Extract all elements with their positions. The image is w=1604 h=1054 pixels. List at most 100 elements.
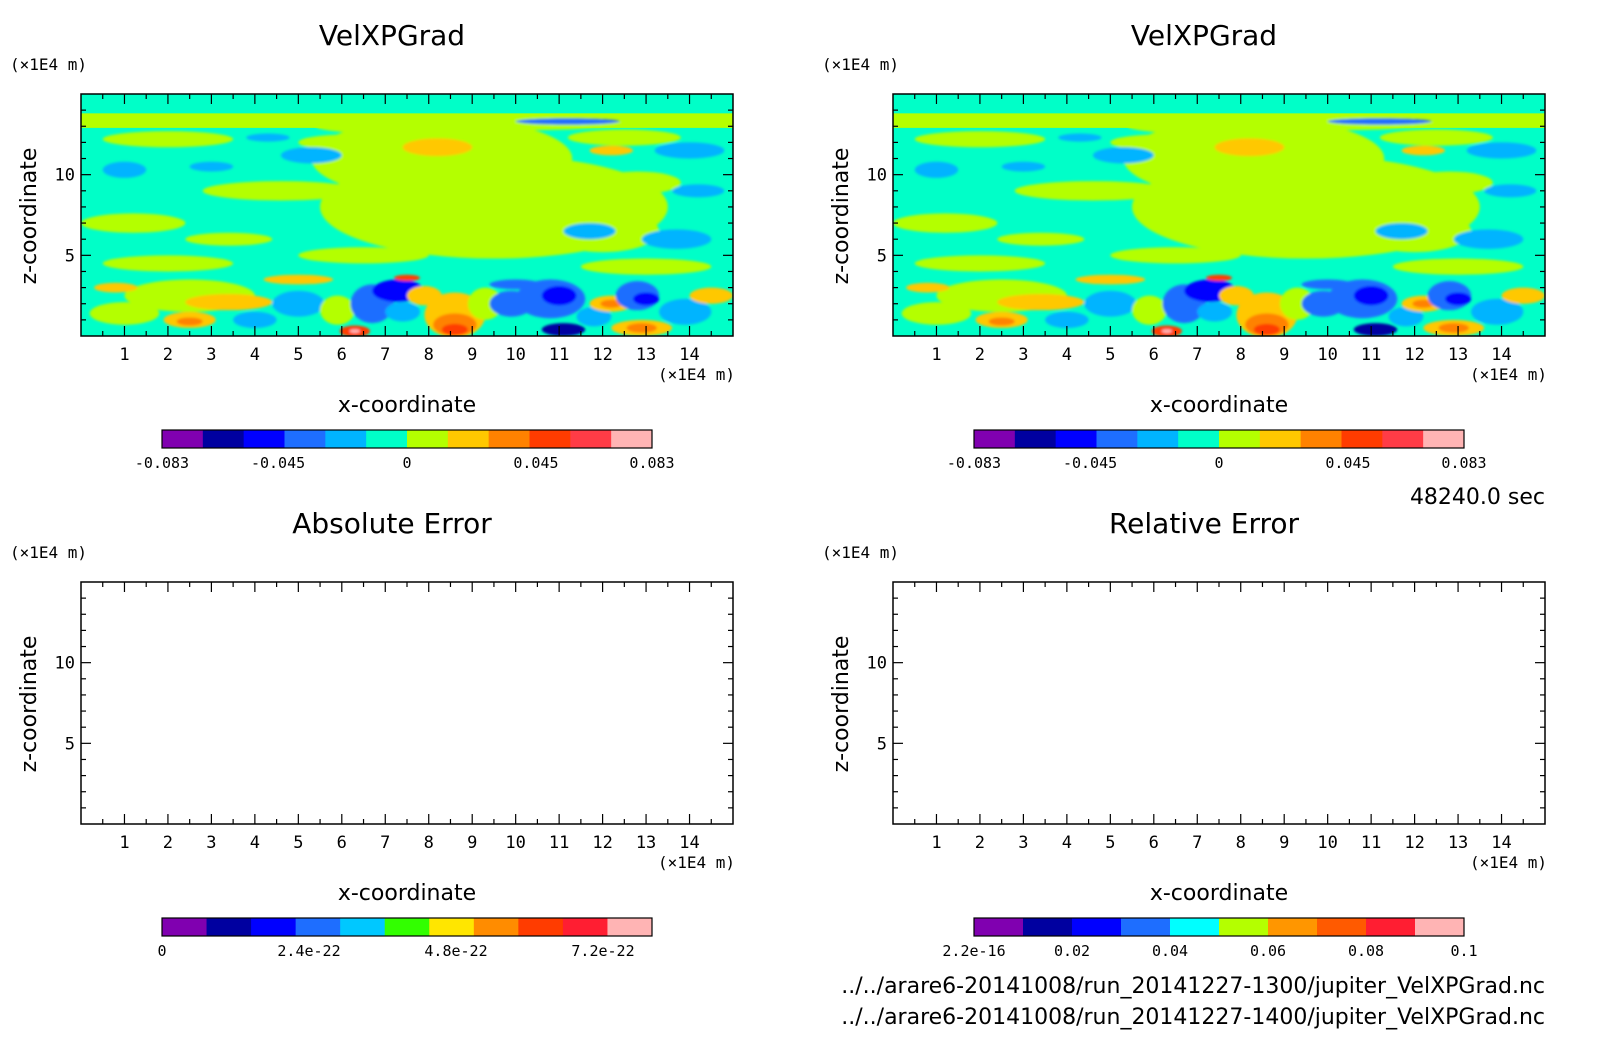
x-tick-label: 5 [293, 833, 303, 853]
x-tick-label: 5 [1105, 345, 1115, 365]
contour-cell [1214, 138, 1285, 157]
colorbar-label: 0 [157, 942, 166, 960]
colorbar-swatch [529, 430, 571, 448]
colorbar-swatch [447, 430, 490, 448]
contour-cell [263, 274, 334, 285]
contour-cell [515, 118, 620, 125]
contour-cell [272, 290, 325, 317]
x-tick-label: 4 [250, 833, 260, 853]
chart-title: VelXPGrad [319, 19, 465, 52]
colorbar: 0 2.4e-22 4.8e-22 7.2e-22 [157, 917, 653, 960]
colorbar-swatch [1382, 430, 1424, 448]
y-tick-label: 5 [877, 246, 887, 266]
colorbar-swatch [607, 918, 653, 936]
colorbar-frame [973, 429, 1465, 449]
y-unit-label: (×1E4 m) [10, 543, 87, 562]
contour-cell [589, 145, 634, 156]
contour-cell [633, 292, 660, 306]
chart-title: Absolute Error [292, 507, 492, 540]
x-tick-label: 3 [206, 833, 216, 853]
colorbar-label: -0.045 [251, 454, 305, 472]
colorbar-swatch [340, 918, 386, 936]
colorbar-swatch [1178, 430, 1220, 448]
contour-cell [1484, 184, 1537, 198]
contour-cell [349, 329, 361, 334]
colorbar-swatch [611, 430, 653, 448]
contour-cell [102, 131, 234, 148]
x-tick-label: 3 [1018, 345, 1028, 365]
x-tick-label: 8 [424, 833, 434, 853]
contour-cell [563, 223, 616, 240]
colorbar-frame [161, 917, 653, 937]
y-tick-label: 10 [867, 654, 887, 674]
chart-panel-1: VelXPGrad(×1E4 m)1 2 3 4 5 6 7 8 9 10 11 12 13 14510(… [10, 19, 735, 472]
contour-cell [1471, 298, 1524, 325]
contour-cell [600, 299, 623, 308]
y-unit-label: (×1E4 m) [10, 55, 87, 74]
contour-cell [1253, 323, 1280, 336]
contour-cell [1205, 274, 1233, 282]
colorbar-swatch [162, 918, 208, 936]
x-tick-label: 7 [1192, 833, 1202, 853]
x-tick-label: 4 [1062, 345, 1072, 365]
colorbar-swatch [1014, 430, 1057, 448]
colorbar-swatch [325, 430, 367, 448]
contour-cell [246, 133, 290, 142]
contour-cell [1014, 181, 1172, 201]
x-tick-label: 11 [1361, 345, 1381, 365]
contour-cell [94, 282, 138, 293]
x-tick-label: 10 [505, 345, 525, 365]
colorbar-swatch [1341, 430, 1383, 448]
y-tick-label: 5 [877, 734, 887, 754]
colorbar-label: 0.02 [1054, 942, 1090, 960]
chart-panel-3: Absolute Error(×1E4 m)1 2 3 4 5 6 7 8 9 10 11 12 13 1… [10, 507, 735, 960]
contour-cell [580, 258, 712, 275]
contour-cell [626, 323, 657, 333]
plot-area [893, 582, 1545, 824]
contour-cell [1388, 306, 1424, 327]
contour-cell [189, 161, 234, 172]
x-tick-label: 7 [380, 833, 390, 853]
colorbar: -0.083 -0.045 0 0.045 0.083 [947, 429, 1487, 472]
contour-cell [901, 302, 972, 325]
colorbar-swatch [974, 918, 1024, 936]
x-tick-label: 5 [1105, 833, 1115, 853]
colorbar: 2.2e-16 0.02 0.04 0.06 0.08 0.1 [942, 917, 1478, 960]
colorbar-swatch [1366, 918, 1416, 936]
y-axis-title: z-coordinate [829, 636, 854, 773]
x-axis-title: x-coordinate [1150, 881, 1288, 906]
contour-cell [185, 232, 273, 246]
colorbar-label: -0.045 [1063, 454, 1117, 472]
contour-cell [1392, 258, 1524, 275]
x-tick-label: 1 [931, 833, 941, 853]
contour-cell [1132, 295, 1167, 325]
colorbar-label: 0.045 [1325, 454, 1370, 472]
contour-field [893, 94, 1545, 336]
x-axis-title: x-coordinate [1150, 393, 1288, 418]
colorbar-label: 0.083 [629, 454, 674, 472]
colorbar-swatch [1317, 918, 1367, 936]
x-unit-label: (×1E4 m) [658, 853, 735, 872]
contour-cell [541, 285, 577, 306]
x-tick-label: 8 [1236, 833, 1246, 853]
contour-cell [489, 279, 542, 290]
x-tick-label: 5 [293, 345, 303, 365]
colorbar: -0.083 -0.045 0 0.045 0.083 [135, 429, 675, 472]
contour-cell [1466, 142, 1537, 159]
colorbar-label: -0.083 [947, 454, 1001, 472]
x-tick-label: 13 [1448, 833, 1468, 853]
x-axis-title: x-coordinate [338, 881, 476, 906]
colorbar-swatch [1268, 918, 1318, 936]
colorbar-swatch [366, 430, 408, 448]
x-unit-label: (×1E4 m) [658, 365, 735, 384]
time-label: 48240.0 sec [1410, 485, 1545, 510]
colorbar-swatch [518, 918, 564, 936]
y-unit-label: (×1E4 m) [822, 543, 899, 562]
colorbar-swatch [202, 430, 245, 448]
x-tick-label: 10 [505, 833, 525, 853]
contour-cell [176, 317, 203, 326]
panels-layer: VelXPGrad(×1E4 m)1 2 3 4 5 6 7 8 9 10 11 12 13 14510(… [10, 19, 1547, 960]
contour-cell [654, 142, 725, 159]
contour-cell [1401, 145, 1446, 156]
colorbar-label: 0 [402, 454, 411, 472]
